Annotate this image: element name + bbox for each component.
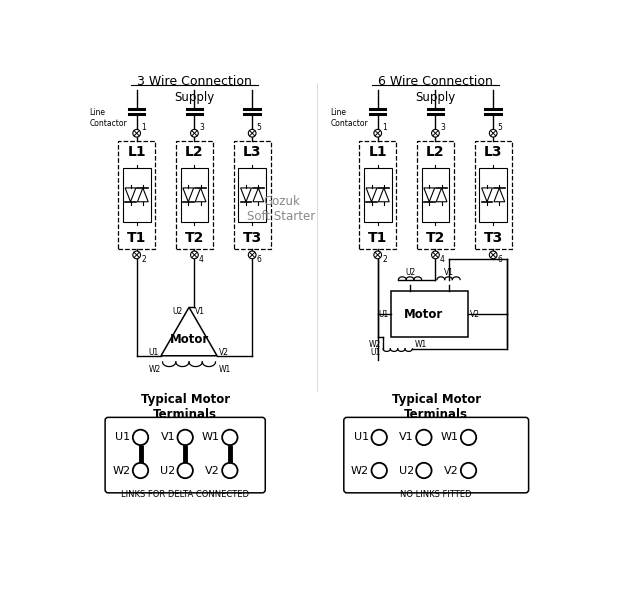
Text: L2: L2 <box>426 144 444 159</box>
Text: W2: W2 <box>351 466 369 475</box>
Circle shape <box>191 130 198 137</box>
Circle shape <box>133 251 141 259</box>
Text: W2: W2 <box>113 466 131 475</box>
Circle shape <box>133 130 141 137</box>
Text: 3 Wire Connection: 3 Wire Connection <box>137 75 252 88</box>
Circle shape <box>374 130 381 137</box>
Bar <box>123 168 150 222</box>
Circle shape <box>133 430 148 445</box>
Text: Motor: Motor <box>170 333 209 346</box>
Text: 1: 1 <box>141 124 146 133</box>
Bar <box>234 141 271 249</box>
Bar <box>475 141 512 249</box>
Bar <box>479 168 507 222</box>
Text: U2: U2 <box>160 466 175 475</box>
Circle shape <box>222 463 238 478</box>
Circle shape <box>461 463 476 478</box>
Text: NO LINKS FITTED: NO LINKS FITTED <box>400 490 472 499</box>
Circle shape <box>431 251 439 259</box>
Circle shape <box>178 463 193 478</box>
Circle shape <box>374 251 381 259</box>
Text: 3: 3 <box>199 124 204 133</box>
Text: L1: L1 <box>128 144 146 159</box>
Text: T2: T2 <box>184 231 204 245</box>
Text: U2: U2 <box>173 307 183 316</box>
Text: Supply: Supply <box>415 91 456 103</box>
Text: V1: V1 <box>444 268 454 277</box>
Text: Supply: Supply <box>175 91 215 103</box>
Bar <box>391 291 468 337</box>
Text: V1: V1 <box>399 432 414 442</box>
Circle shape <box>371 430 387 445</box>
Text: W2: W2 <box>149 365 161 374</box>
Text: U1: U1 <box>371 348 381 357</box>
Text: U2: U2 <box>405 268 415 277</box>
Bar <box>417 141 454 249</box>
Text: V2: V2 <box>205 466 220 475</box>
Text: 6: 6 <box>257 255 262 264</box>
Text: 5: 5 <box>257 124 262 133</box>
Circle shape <box>248 251 256 259</box>
Text: U1: U1 <box>354 432 369 442</box>
Text: L1: L1 <box>368 144 387 159</box>
Text: T3: T3 <box>483 231 503 245</box>
Text: Line
Contactor: Line Contactor <box>331 108 368 128</box>
Text: W1: W1 <box>219 365 231 374</box>
Text: 2: 2 <box>383 255 387 264</box>
Text: 4: 4 <box>440 255 445 264</box>
Bar <box>364 168 392 222</box>
Text: T1: T1 <box>368 231 387 245</box>
Text: LINKS FOR DELTA CONNECTED: LINKS FOR DELTA CONNECTED <box>121 490 249 499</box>
Circle shape <box>490 130 497 137</box>
Text: 6: 6 <box>498 255 503 264</box>
Text: U1: U1 <box>378 310 389 319</box>
Circle shape <box>461 430 476 445</box>
Text: 4: 4 <box>199 255 204 264</box>
Bar <box>422 168 449 222</box>
Text: 1: 1 <box>383 124 387 133</box>
Circle shape <box>178 430 193 445</box>
Text: L3: L3 <box>484 144 503 159</box>
Text: 2: 2 <box>141 255 146 264</box>
Bar <box>176 141 213 249</box>
Circle shape <box>431 130 439 137</box>
Text: U1: U1 <box>149 348 158 357</box>
Bar <box>118 141 155 249</box>
Circle shape <box>248 130 256 137</box>
Text: Gozuk
Soft Starter: Gozuk Soft Starter <box>248 195 316 223</box>
Text: 5: 5 <box>498 124 503 133</box>
Circle shape <box>416 430 431 445</box>
Text: V2: V2 <box>219 348 230 357</box>
Text: 6 Wire Connection: 6 Wire Connection <box>378 75 493 88</box>
Bar <box>359 141 396 249</box>
Text: W2: W2 <box>368 340 381 349</box>
Circle shape <box>371 463 387 478</box>
Text: T1: T1 <box>127 231 146 245</box>
Circle shape <box>490 251 497 259</box>
Text: Typical Motor
Terminals: Typical Motor Terminals <box>392 393 481 421</box>
Text: U2: U2 <box>399 466 414 475</box>
Text: L3: L3 <box>243 144 261 159</box>
Text: V2: V2 <box>470 310 480 319</box>
Circle shape <box>133 463 148 478</box>
Text: V1: V1 <box>160 432 175 442</box>
Text: T3: T3 <box>243 231 262 245</box>
Circle shape <box>191 251 198 259</box>
Text: V2: V2 <box>444 466 459 475</box>
Bar <box>238 168 266 222</box>
Bar <box>181 168 208 222</box>
Text: U1: U1 <box>115 432 131 442</box>
Circle shape <box>222 430 238 445</box>
Text: W1: W1 <box>441 432 459 442</box>
Text: Typical Motor
Terminals: Typical Motor Terminals <box>141 393 230 421</box>
Text: Motor: Motor <box>404 307 443 321</box>
Text: T2: T2 <box>426 231 445 245</box>
Text: 3: 3 <box>440 124 445 133</box>
Text: W1: W1 <box>202 432 220 442</box>
Text: L2: L2 <box>185 144 204 159</box>
Circle shape <box>416 463 431 478</box>
Text: Line
Contactor: Line Contactor <box>90 108 128 128</box>
Text: W1: W1 <box>415 340 427 349</box>
Text: V1: V1 <box>195 307 205 316</box>
